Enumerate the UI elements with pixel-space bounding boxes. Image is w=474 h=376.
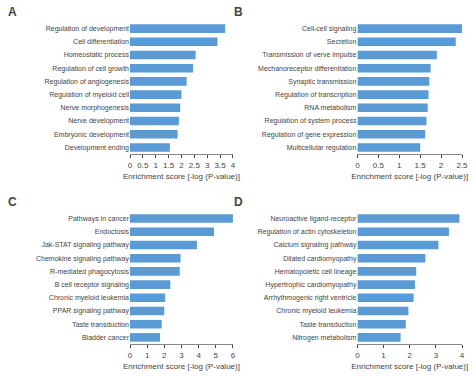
- svg-text:R-mediated phagocytosis: R-mediated phagocytosis: [50, 268, 129, 276]
- svg-text:3: 3: [434, 351, 439, 360]
- svg-text:Chronic myeloid leukemia: Chronic myeloid leukemia: [49, 294, 129, 302]
- svg-text:Enrichment score [-log (P-valu: Enrichment score [-log (P-value)]: [351, 172, 468, 181]
- svg-text:C: C: [8, 195, 17, 209]
- svg-text:1.5: 1.5: [163, 161, 175, 170]
- svg-text:2: 2: [179, 161, 184, 170]
- svg-text:2: 2: [407, 351, 412, 360]
- svg-text:3.5: 3.5: [214, 161, 226, 170]
- svg-text:Bladder cancer: Bladder cancer: [82, 334, 130, 341]
- svg-text:B cell receptor signaling: B cell receptor signaling: [55, 281, 129, 289]
- svg-text:0.5: 0.5: [137, 161, 149, 170]
- svg-text:Development ending: Development ending: [65, 144, 129, 152]
- svg-text:Nitrogen metabolism: Nitrogen metabolism: [292, 334, 356, 342]
- svg-text:Cell differentiation: Cell differentiation: [73, 38, 129, 45]
- svg-text:Embryonic development: Embryonic development: [54, 131, 129, 139]
- svg-text:Synaptic transmission: Synaptic transmission: [288, 78, 356, 86]
- svg-text:RNA metabolism: RNA metabolism: [304, 104, 356, 111]
- svg-text:1: 1: [145, 351, 150, 360]
- svg-text:Regulation of transcription: Regulation of transcription: [275, 91, 356, 99]
- svg-text:Nerve development: Nerve development: [68, 117, 129, 125]
- svg-text:6: 6: [231, 351, 236, 360]
- svg-text:Pathways in cancer: Pathways in cancer: [68, 215, 129, 223]
- svg-text:Multicellular regulation: Multicellular regulation: [287, 144, 357, 152]
- svg-text:Regulation of system process: Regulation of system process: [265, 117, 357, 125]
- svg-text:PPAR signaling pathway: PPAR signaling pathway: [53, 307, 130, 315]
- svg-text:Enrichment score [-log (P-valu: Enrichment score [-log (P-value)]: [351, 362, 468, 371]
- svg-text:Regulation of cell growth: Regulation of cell growth: [52, 65, 129, 73]
- svg-text:Endoctosis: Endoctosis: [95, 228, 130, 235]
- svg-text:2: 2: [162, 351, 167, 360]
- svg-text:B: B: [234, 5, 243, 19]
- svg-text:0: 0: [128, 351, 133, 360]
- svg-text:4: 4: [196, 351, 201, 360]
- svg-text:2.5: 2.5: [189, 161, 201, 170]
- svg-text:3: 3: [205, 161, 210, 170]
- svg-text:2: 2: [439, 161, 444, 170]
- svg-text:Taste transduction: Taste transduction: [300, 321, 357, 328]
- svg-text:Hypertrophic cardiomyopathy: Hypertrophic cardiomyopathy: [265, 281, 357, 289]
- svg-text:Regulation of development: Regulation of development: [46, 25, 129, 33]
- svg-text:2.5: 2.5: [456, 161, 468, 170]
- svg-text:Regulation of gene expression: Regulation of gene expression: [262, 131, 357, 139]
- svg-text:Enrichment score [-log (P-valu: Enrichment score [-log (P-value)]: [123, 362, 240, 371]
- svg-text:Chemokine signaling pathway: Chemokine signaling pathway: [36, 255, 129, 263]
- svg-text:0: 0: [355, 161, 360, 170]
- svg-text:Mechanoreceptor differentiatio: Mechanoreceptor differentiation: [258, 65, 356, 73]
- svg-text:Hematopoietic cell lineage: Hematopoietic cell lineage: [275, 268, 357, 276]
- svg-text:0: 0: [128, 161, 133, 170]
- svg-text:Cell-cell signaling: Cell-cell signaling: [302, 25, 357, 33]
- svg-text:Neuroactive ligand-receptor: Neuroactive ligand-receptor: [270, 215, 357, 223]
- svg-text:1: 1: [397, 161, 402, 170]
- svg-text:0: 0: [355, 351, 360, 360]
- svg-text:Nerve morphogenesis: Nerve morphogenesis: [61, 104, 130, 112]
- svg-text:D: D: [234, 195, 243, 209]
- svg-text:Arrhythmogenic right ventricle: Arrhythmogenic right ventricle: [264, 294, 357, 302]
- svg-text:3: 3: [179, 351, 184, 360]
- svg-text:A: A: [8, 5, 17, 19]
- svg-text:Homeostatic process: Homeostatic process: [64, 51, 130, 59]
- svg-text:Dilated cardiomyopathy: Dilated cardiomyopathy: [283, 255, 357, 263]
- svg-text:1.5: 1.5: [415, 161, 427, 170]
- svg-text:4: 4: [460, 351, 465, 360]
- svg-text:Jak-STAT signaling pathway: Jak-STAT signaling pathway: [41, 241, 129, 249]
- svg-text:Secretion: Secretion: [327, 38, 357, 45]
- svg-text:Enrichment score [-log (P-valu: Enrichment score [-log (P-value)]: [123, 172, 240, 181]
- svg-text:Regulation of angiogenesis: Regulation of angiogenesis: [45, 78, 130, 86]
- svg-text:Regulation of myeloid cell: Regulation of myeloid cell: [49, 91, 129, 99]
- svg-text:4: 4: [231, 161, 236, 170]
- svg-text:Transmission of verve impulse: Transmission of verve impulse: [262, 51, 356, 59]
- svg-text:Calcium signaling pathway: Calcium signaling pathway: [274, 241, 357, 249]
- svg-text:Regulation of actin cytoskelet: Regulation of actin cytoskeleton: [258, 228, 357, 236]
- svg-text:Chronic myeloid leukemia: Chronic myeloid leukemia: [276, 307, 356, 315]
- svg-text:5: 5: [214, 351, 219, 360]
- svg-text:1: 1: [381, 351, 386, 360]
- svg-text:0.5: 0.5: [373, 161, 385, 170]
- svg-text:Taste transduction: Taste transduction: [72, 321, 129, 328]
- svg-text:1: 1: [154, 161, 159, 170]
